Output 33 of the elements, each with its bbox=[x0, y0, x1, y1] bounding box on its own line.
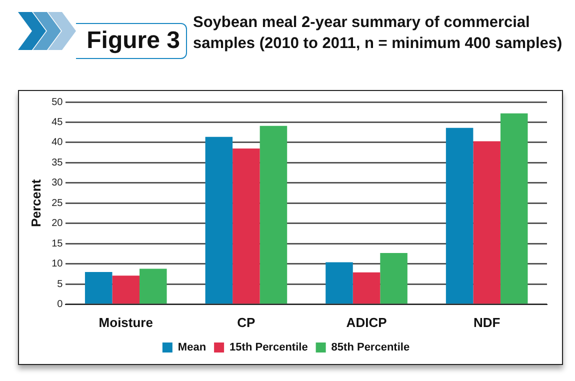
y-tick-label: 25 bbox=[52, 198, 64, 209]
y-tick-label: 40 bbox=[52, 137, 64, 148]
y-tick-label: 15 bbox=[52, 238, 64, 250]
y-axis-title: Percent bbox=[28, 178, 44, 228]
y-tick-label: 30 bbox=[52, 178, 64, 189]
bar bbox=[205, 136, 233, 304]
x-tick-label: ADICP bbox=[346, 314, 388, 330]
caption: Figure 3 bbox=[76, 23, 187, 59]
bar bbox=[473, 141, 500, 304]
x-tick-label: NDF bbox=[473, 314, 500, 330]
x-tick-label: Moisture bbox=[98, 314, 153, 330]
bar bbox=[446, 128, 474, 304]
bar bbox=[260, 126, 288, 304]
y-tick-label: 45 bbox=[52, 116, 64, 128]
y-tick-label: 20 bbox=[52, 218, 64, 230]
bar bbox=[326, 262, 353, 304]
x-tick-label: CP bbox=[237, 314, 256, 330]
y-tick-label: 50 bbox=[52, 96, 64, 108]
bar bbox=[380, 252, 408, 304]
bar bbox=[232, 148, 260, 304]
y-tick-label: 5 bbox=[57, 278, 64, 290]
bar bbox=[500, 113, 528, 304]
legend-label: 85th Percentile bbox=[331, 342, 410, 354]
y-tick-label: 10 bbox=[52, 258, 64, 270]
chart-title: Soybean meal 2-year summary of commercial samples (2010 to 2011, n = minimum 400 samples) bbox=[193, 13, 564, 54]
y-tick-label: 35 bbox=[52, 157, 64, 168]
legend-label: 15th Percentile bbox=[230, 342, 308, 354]
y-tick-label: 0 bbox=[57, 299, 64, 310]
bar bbox=[84, 272, 112, 304]
bar bbox=[352, 272, 380, 304]
bar bbox=[112, 276, 140, 304]
bar bbox=[140, 268, 167, 304]
legend-label: Mean bbox=[178, 342, 206, 354]
